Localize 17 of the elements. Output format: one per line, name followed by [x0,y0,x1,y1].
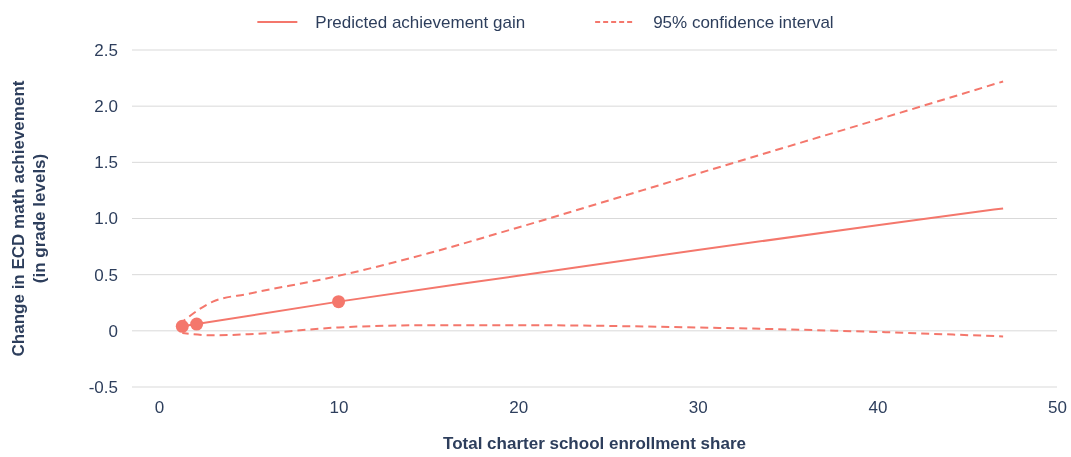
y-axis-title: Change in ECD math achievement (in grade levels) [9,80,49,357]
y-tick-label: 0 [108,321,118,341]
x-tick-label: 0 [154,398,165,418]
y-tick-label: 0.5 [94,265,118,285]
legend-label: Predicted achievement gain [315,13,526,32]
legend-label: 95% confidence interval [653,13,834,32]
x-tick-label: 50 [1048,398,1067,418]
y-tick-label: 2.5 [94,40,118,60]
y-tick-label: -0.5 [88,377,118,397]
x-tick-label: 40 [868,398,888,418]
x-tick-label: 30 [688,398,708,418]
y-tick-label: 1.5 [94,153,118,173]
y-tick-label: 2.0 [94,97,118,117]
x-tick-label: 10 [329,398,349,418]
y-tick-label: 1.0 [94,209,118,229]
x-axis-title: Total charter school enrollment share [443,434,746,453]
x-tick-label: 20 [509,398,529,418]
